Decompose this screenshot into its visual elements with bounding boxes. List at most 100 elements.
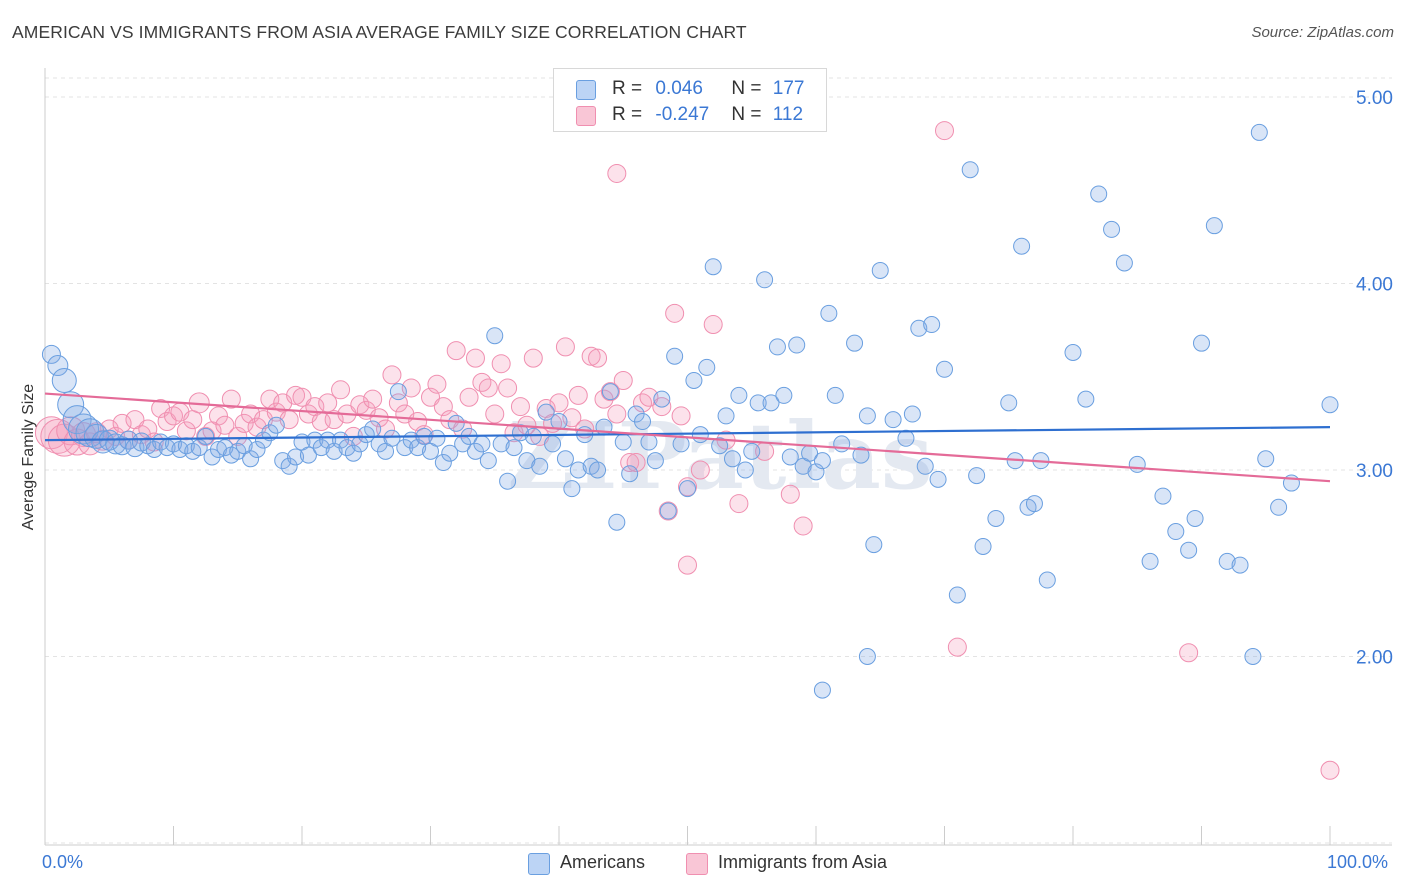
point-americans [653,390,671,408]
point-americans [1257,450,1275,468]
point-americans [62,405,92,435]
point-americans [640,433,658,451]
point-immigrants [478,378,498,398]
point-americans [531,457,549,475]
point-americans [1205,217,1223,235]
point-americans [1154,487,1172,505]
point-americans [1077,390,1095,408]
y-tick-labels: 2.00 3.00 4.00 5.00 [1356,88,1393,669]
point-americans [473,435,491,453]
point-americans [910,319,928,337]
point-americans [287,448,305,466]
point-immigrants [613,370,633,390]
legend-immigrants-text: R = -0.247 N = 112 [612,104,803,126]
point-americans [820,304,838,322]
y-axis-title-wrap: Average Family Size [14,360,44,560]
point-americans [936,360,953,378]
point-immigrants [363,389,383,409]
point-americans [563,480,581,498]
point-americans [826,386,844,404]
point-americans [57,391,85,419]
point-americans [756,271,774,289]
legend-n-label: N = [731,104,767,125]
point-americans [569,461,587,479]
point-americans [884,411,902,429]
point-immigrants [652,397,672,417]
point-americans [1270,498,1288,516]
point-americans [704,258,722,276]
point-immigrants [176,421,196,441]
point-americans [768,338,786,356]
point-immigrants [549,393,569,413]
legend-n-value: 177 [772,78,805,99]
legend-n-value: 112 [772,104,804,125]
point-americans [267,416,285,434]
legend-n-label: N = [731,78,767,99]
point-americans [518,452,536,470]
point-americans [968,467,986,485]
point-americans [1218,552,1236,570]
legend-r-value: 0.046 [655,78,703,99]
legend-swatch-pink [576,106,596,126]
trend-lines [44,392,1331,483]
point-americans [357,426,375,444]
point-americans [248,440,266,458]
point-americans [1193,334,1210,352]
point-americans [383,429,401,447]
point-americans [499,472,517,490]
point-immigrants [935,121,954,141]
point-americans [51,367,77,393]
point-immigrants [427,374,447,394]
axes [44,68,1392,846]
point-immigrants [324,410,344,430]
point-americans [730,386,748,404]
point-americans [299,446,317,464]
point-americans [41,344,61,364]
point-immigrants [376,419,396,439]
point-americans [685,371,703,389]
bottom-legend-swatch-blue [528,853,550,875]
y-tick-label: 5.00 [1356,88,1393,109]
legend-r-label: R = [612,104,648,125]
point-immigrants [678,555,697,575]
point-americans [1244,648,1262,665]
point-americans [736,461,754,479]
point-americans [338,439,356,457]
point-immigrants [1179,643,1199,663]
point-americans [852,446,870,464]
point-americans [274,452,292,470]
bottom-legend-swatch-pink [686,853,708,875]
point-americans [698,358,716,376]
point-americans [447,414,465,432]
point-immigrants [639,387,659,407]
point-americans [1180,541,1198,559]
point-immigrants [793,516,813,536]
point-immigrants [658,501,678,521]
point-americans [846,334,864,352]
point-immigrants [215,415,235,435]
point-americans [858,407,876,425]
point-immigrants [947,637,967,657]
point-americans [749,394,767,412]
point-americans [486,327,504,345]
point-americans [723,450,741,468]
point-americans [242,450,260,468]
point-americans [1115,254,1133,272]
point-americans [1186,509,1204,527]
point-immigrants [292,387,312,407]
point-americans [428,429,446,447]
point-immigrants [510,397,530,417]
point-americans [601,383,619,401]
legend-r-label: R = [612,78,648,99]
point-americans [364,420,382,438]
point-americans [679,480,696,498]
point-immigrants [234,413,254,433]
point-immigrants [208,406,228,426]
trend-line-americans [44,426,1331,442]
data-points [34,121,1340,780]
point-americans [1321,396,1339,414]
point-americans [929,470,947,488]
point-americans [614,433,632,451]
point-americans [974,537,992,555]
point-americans [537,403,555,421]
